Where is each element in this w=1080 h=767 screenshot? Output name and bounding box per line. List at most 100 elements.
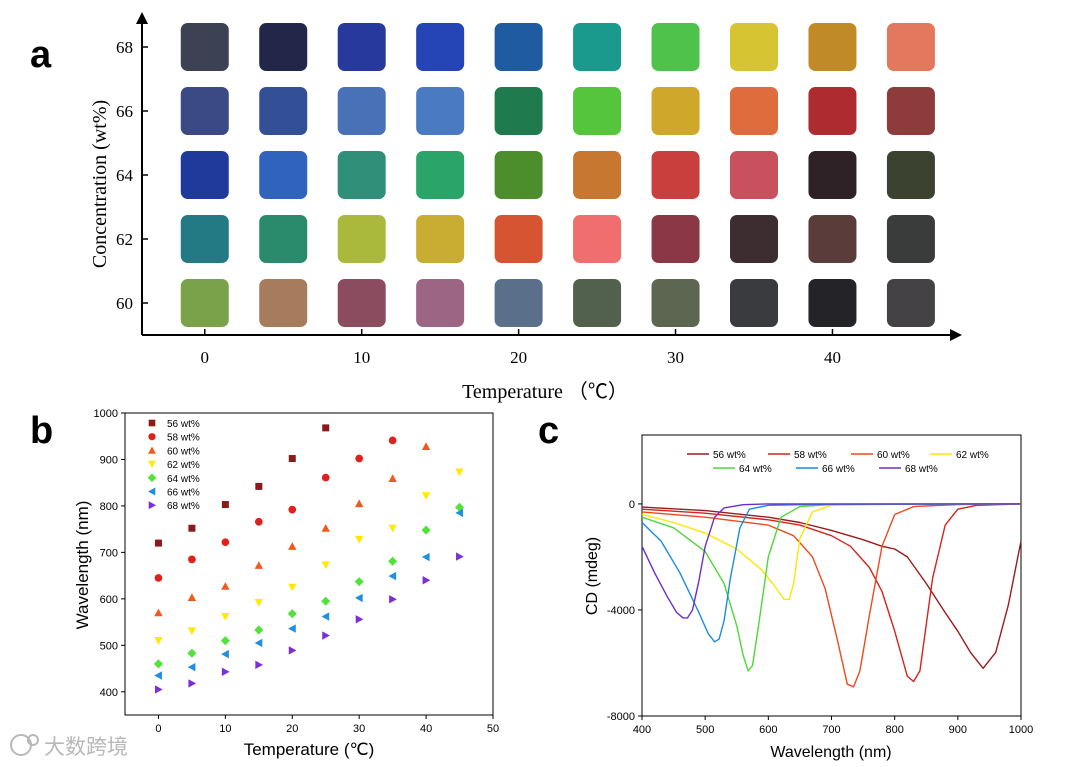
y-tick-label: 800 — [100, 501, 118, 513]
data-point-diamond — [287, 609, 297, 619]
panel-label-c: c — [538, 410, 559, 452]
data-point-triangle-left — [388, 571, 397, 581]
series-line — [641, 506, 1022, 669]
data-point-triangle-up — [388, 474, 397, 483]
series-line — [641, 503, 1022, 672]
data-point-diamond — [254, 625, 264, 635]
data-point-triangle-right — [322, 631, 330, 640]
data-point-diamond — [153, 659, 164, 669]
color-swatch — [808, 87, 857, 135]
color-swatch — [259, 87, 308, 135]
data-point-triangle-up — [321, 524, 330, 532]
panel-b-xlabel: Temperature (℃) — [244, 740, 375, 759]
legend-label: 60 wt% — [877, 450, 910, 461]
data-point-triangle-up — [187, 593, 197, 601]
data-point-triangle-left — [154, 671, 162, 680]
color-swatch — [259, 279, 308, 327]
data-point-triangle-down — [148, 460, 156, 469]
color-swatch — [730, 151, 778, 199]
x-tick-label: 800 — [885, 724, 903, 736]
data-point-diamond — [187, 648, 197, 658]
color-swatch — [808, 23, 857, 71]
data-point-diamond — [321, 596, 331, 606]
data-point-diamond — [354, 577, 364, 587]
color-swatch — [337, 23, 386, 71]
data-point-square — [288, 455, 296, 463]
data-point-triangle-down — [455, 468, 464, 477]
data-point-triangle-right — [422, 576, 431, 585]
data-point-triangle-down — [321, 561, 330, 570]
panel-a-heatmap: 0 10 20 30 40 60 62 64 66 68 Temperature （℃） Conc… — [89, 12, 962, 403]
legend-label: 68 wt% — [905, 464, 938, 475]
data-point-triangle-right — [221, 667, 230, 676]
data-point-triangle-down — [254, 599, 264, 607]
data-point-circle — [254, 517, 263, 526]
data-point-circle — [388, 436, 397, 445]
data-point-triangle-down — [187, 627, 197, 636]
color-swatch — [180, 23, 229, 71]
x-tick-label: 40 — [824, 348, 841, 367]
color-swatch — [416, 23, 465, 71]
panel-b-frame — [124, 412, 494, 716]
data-point-square — [322, 424, 330, 432]
data-point-triangle-left — [321, 612, 330, 621]
y-tick-label: 64 — [116, 166, 134, 185]
x-tick-label: 1000 — [1009, 724, 1033, 736]
data-point-triangle-left — [148, 487, 156, 496]
panel-c-frame — [641, 434, 1022, 717]
y-tick-label: 0 — [629, 499, 635, 511]
panel-a-ylabel: Concentration (wt%) — [89, 100, 111, 268]
legend-label: 68 wt% — [167, 501, 200, 512]
panel-c-ylabel: CD (mdeg) — [584, 537, 601, 615]
x-tick-label: 20 — [286, 723, 298, 735]
y-tick-label: 500 — [100, 640, 118, 652]
data-point-triangle-right — [148, 501, 156, 510]
watermark-logo-icon-dot — [27, 734, 39, 746]
data-point-circle — [288, 505, 297, 514]
data-point-triangle-left — [221, 649, 229, 659]
color-swatch — [259, 215, 308, 263]
y-tick-label: 68 — [116, 38, 133, 57]
color-swatch — [337, 87, 386, 135]
color-swatch — [494, 215, 543, 263]
data-point-triangle-down — [388, 524, 397, 533]
y-tick-label: -4000 — [607, 605, 635, 617]
data-point-triangle-right — [389, 595, 397, 604]
panel-b-ylabel: Wavelength (nm) — [73, 501, 92, 630]
series-line — [641, 503, 1022, 601]
legend-label: 62 wt% — [956, 450, 989, 461]
color-swatch — [259, 23, 308, 71]
data-point-triangle-right — [255, 660, 264, 670]
data-point-triangle-down — [421, 492, 431, 500]
x-tick-label: 700 — [822, 724, 840, 736]
data-point-square — [188, 524, 196, 532]
data-point-triangle-left — [288, 624, 296, 633]
data-point-triangle-right — [154, 685, 163, 694]
color-swatch — [808, 279, 857, 327]
data-point-square — [148, 419, 156, 427]
color-swatch — [494, 23, 543, 71]
data-point-circle — [188, 555, 196, 564]
data-point-diamond — [388, 556, 398, 566]
color-swatch — [886, 279, 935, 327]
color-swatch — [573, 151, 622, 199]
color-swatch — [416, 151, 465, 199]
data-point-square — [154, 539, 162, 547]
legend-label: 64 wt% — [167, 474, 200, 485]
color-swatch — [180, 279, 229, 327]
data-point-circle — [221, 538, 230, 547]
color-swatch — [886, 215, 935, 263]
legend-label: 66 wt% — [822, 464, 855, 475]
x-tick-label: 10 — [219, 723, 231, 735]
data-point-square — [255, 482, 263, 490]
panel-c-xlabel: Wavelength (nm) — [770, 744, 891, 761]
data-point-triangle-down — [221, 613, 230, 621]
data-point-triangle-right — [355, 615, 364, 624]
color-swatch — [573, 215, 622, 263]
x-tick-label: 0 — [155, 723, 161, 735]
data-point-triangle-left — [421, 552, 430, 562]
x-tick-label: 0 — [201, 348, 210, 367]
data-point-triangle-right — [188, 679, 197, 688]
color-swatch — [337, 215, 386, 263]
color-swatch — [494, 151, 543, 199]
